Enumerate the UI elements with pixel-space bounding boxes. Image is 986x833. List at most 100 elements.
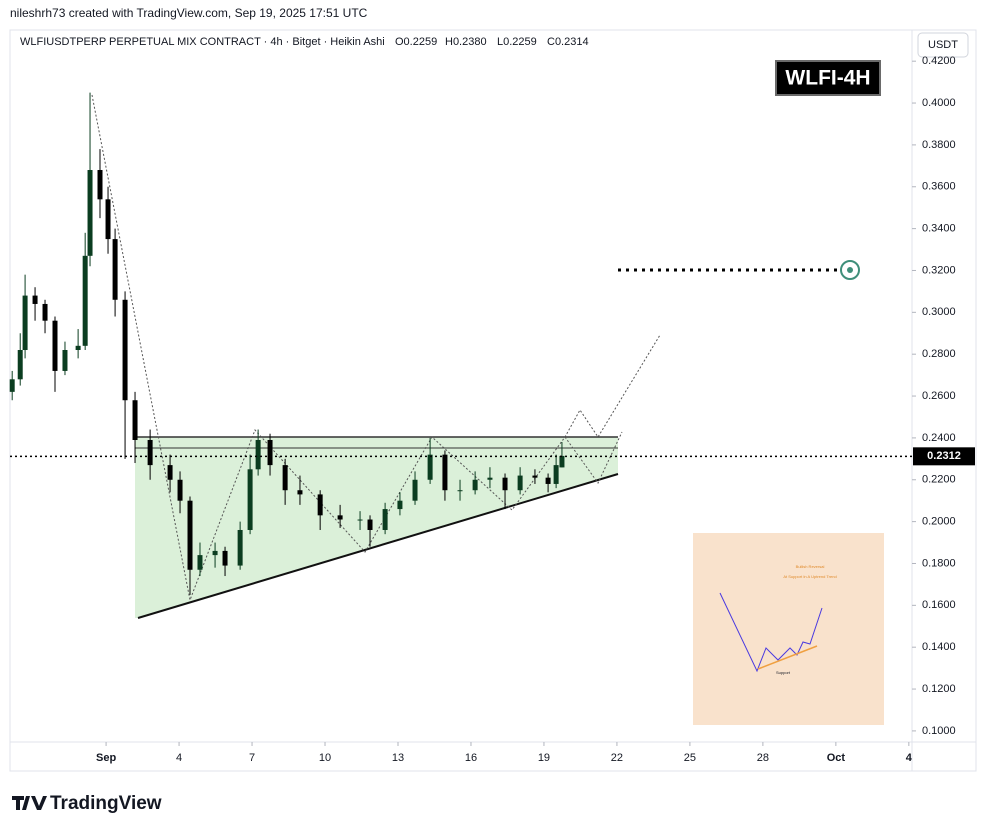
y-tick-label: 0.1800 (922, 557, 956, 569)
candle-body (367, 519, 373, 530)
projection-path (91, 94, 661, 602)
brand: TradingView (12, 793, 162, 814)
candle-body (187, 500, 193, 570)
y-tick-label: 0.1600 (922, 599, 956, 611)
candle-body (32, 295, 38, 304)
inset-subtitle: At Support In A Uptrend Trend (783, 574, 836, 579)
candle-body (62, 350, 68, 371)
candle-body (502, 477, 508, 491)
inset-support (757, 645, 818, 670)
candle-body (147, 439, 153, 466)
candle-body (97, 170, 103, 200)
candle-body (177, 479, 183, 501)
y-tick-label: 0.3200 (922, 264, 956, 276)
candle-body (112, 239, 118, 300)
candle-body (297, 490, 303, 495)
candle-body (82, 255, 88, 346)
candle-body (52, 320, 58, 371)
price-box (913, 447, 975, 466)
candle-body (212, 550, 218, 556)
candle-body (545, 477, 551, 484)
candle-body (87, 170, 93, 256)
chart-title: WLFIUSDTPERP PERPETUAL MIX CONTRACT · 4h… (20, 36, 385, 48)
candle-body (397, 500, 403, 510)
ohlc: C0.2314 (547, 36, 589, 48)
x-tick-label: Sep (96, 752, 116, 764)
y-tick-label: 0.1400 (922, 641, 956, 653)
credit: nileshrh73 created with TradingView.com,… (10, 6, 368, 20)
candle-body (255, 439, 261, 470)
triangle-zone (135, 437, 618, 618)
x-tick-label: Oct (827, 752, 846, 764)
candle-body (532, 475, 538, 478)
currency-button[interactable] (917, 32, 969, 58)
x-tick-label: 7 (249, 752, 255, 764)
candle-body (247, 469, 253, 530)
candle-body (237, 529, 243, 566)
y-tick-label: 0.3600 (922, 181, 956, 193)
candle-body (17, 350, 23, 380)
y-tick-label: 0.2000 (922, 516, 956, 528)
candle-body (442, 454, 448, 491)
candle-body (337, 515, 343, 520)
y-tick-label: 0.2800 (922, 348, 956, 360)
candle-body (487, 477, 493, 480)
x-tick-label: 16 (465, 752, 477, 764)
candle-body (22, 295, 28, 351)
candle-body (282, 465, 288, 491)
candle-body (357, 519, 363, 521)
y-tick-label: 0.2600 (922, 390, 956, 402)
candle-body (517, 475, 523, 491)
ohlc: H0.2380 (445, 36, 487, 48)
candle-body (412, 479, 418, 501)
projection-path (564, 431, 623, 484)
brand-name: TradingView (50, 793, 162, 814)
inset-title: Bullish Reversal (796, 564, 825, 569)
x-tick-label: 19 (538, 752, 550, 764)
candle-body (167, 465, 173, 480)
y-tick-label: 0.2400 (922, 432, 956, 444)
inset (693, 533, 884, 725)
target-marker (847, 267, 853, 273)
candle-body (197, 555, 203, 570)
candle-body (382, 509, 388, 530)
y-tick-label: 0.3400 (922, 223, 956, 235)
candle-body (317, 494, 323, 516)
badge-box (775, 60, 881, 96)
candle-body (105, 199, 111, 240)
y-tick-label: 0.1200 (922, 683, 956, 695)
logo (12, 796, 47, 810)
y-tick-label: 0.4000 (922, 97, 956, 109)
candle-body (559, 455, 565, 468)
candle-body (553, 465, 559, 484)
support-line (137, 473, 619, 619)
candle-body (9, 379, 15, 392)
ohlc: L0.2259 (497, 36, 537, 48)
candle-body (132, 400, 138, 440)
y-tick-label: 0.4200 (922, 55, 956, 67)
candle-body (457, 490, 463, 492)
candle-body (427, 454, 433, 480)
y-tick-label: 0.3000 (922, 306, 956, 318)
ohlc: O0.2259 (395, 36, 437, 48)
x-tick-label: 22 (611, 752, 623, 764)
currency[interactable]: USDT (928, 39, 958, 51)
candle-body (472, 479, 478, 491)
x-tick-label: 28 (757, 752, 769, 764)
x-tick-label: 10 (319, 752, 331, 764)
price-label: 0.2312 (927, 450, 961, 462)
x-tick-label: 4 (176, 752, 182, 764)
inset-label: Support (776, 670, 791, 675)
candle-body (75, 345, 81, 351)
candle-body (267, 439, 273, 466)
y-tick-label: 0.3800 (922, 139, 956, 151)
candle-body (222, 550, 228, 566)
x-tick-label: 13 (392, 752, 404, 764)
badge: WLFI-4H (785, 67, 870, 90)
y-tick-label: 0.2200 (922, 474, 956, 486)
x-tick-label: 4 (906, 752, 913, 764)
candle-body (122, 299, 128, 401)
inset-path (719, 592, 823, 673)
marks: 0.1000 0.1200 0.1400 0.1600 0.1800 0.2000 0.22… (9, 55, 975, 764)
